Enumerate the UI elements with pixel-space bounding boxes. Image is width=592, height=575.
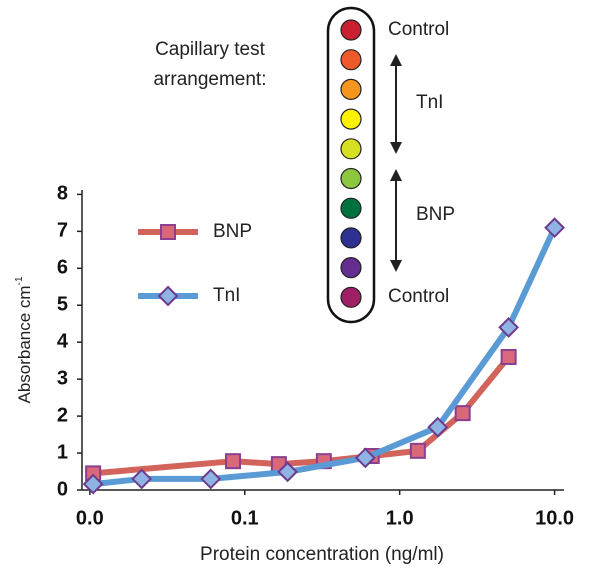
marker [200,468,222,490]
marker [427,416,449,438]
series-line [92,226,558,488]
x-tick-label: 10.0 [535,507,574,529]
y-tick-label: 0 [57,478,68,500]
capillary-dot [340,227,362,249]
capillary-label: BNP [416,204,455,225]
capillary-label: Control [388,19,449,40]
capillary-tube [326,6,376,324]
capillary-dot [340,108,362,130]
capillary-dot [340,19,362,41]
capillary-dot [340,167,362,190]
marker [409,442,426,459]
y-tick-label: 1 [57,441,68,463]
y-tick-label: 5 [57,294,68,316]
capillary-title: arrangement: [153,69,266,90]
capillary-dot [340,138,362,160]
x-tick-label: 0.0 [76,507,104,529]
marker [277,461,299,483]
y-tick-label: 8 [57,183,68,205]
marker [500,348,517,365]
marker [498,317,520,338]
marker [354,447,376,469]
y-tick-label: 4 [57,330,69,352]
marker [131,468,153,490]
capillary-dot [340,197,362,219]
legend-marker [157,285,179,307]
capillary-title: Capillary test [155,39,266,60]
marker [225,453,242,470]
capillary-dot [340,257,362,279]
legend-label: BNP [213,221,252,242]
y-axis-label-main: Absorbance cm [15,285,34,403]
capillary-label: Control [388,286,449,307]
capillary-label: TnI [416,92,443,113]
legend-marker [160,224,176,240]
x-tick-label: 0.1 [231,507,259,529]
capillary-dot [340,49,362,71]
legend-label: TnI [213,285,240,306]
x-tick-label: 1.0 [386,507,414,529]
y-tick-label: 3 [57,367,68,389]
y-tick-label: 7 [57,220,68,242]
y-tick-label: 2 [57,404,68,426]
marker [82,473,104,495]
y-tick-label: 6 [57,257,68,279]
x-axis-label: Protein concentration (ng/ml) [200,544,444,565]
y-axis-label-sup: -1 [14,276,25,285]
capillary-dot [340,286,362,308]
marker [544,217,566,239]
capillary-dot [340,78,362,101]
y-axis-label: Absorbance cm-1 [14,276,35,403]
marker [454,405,471,422]
